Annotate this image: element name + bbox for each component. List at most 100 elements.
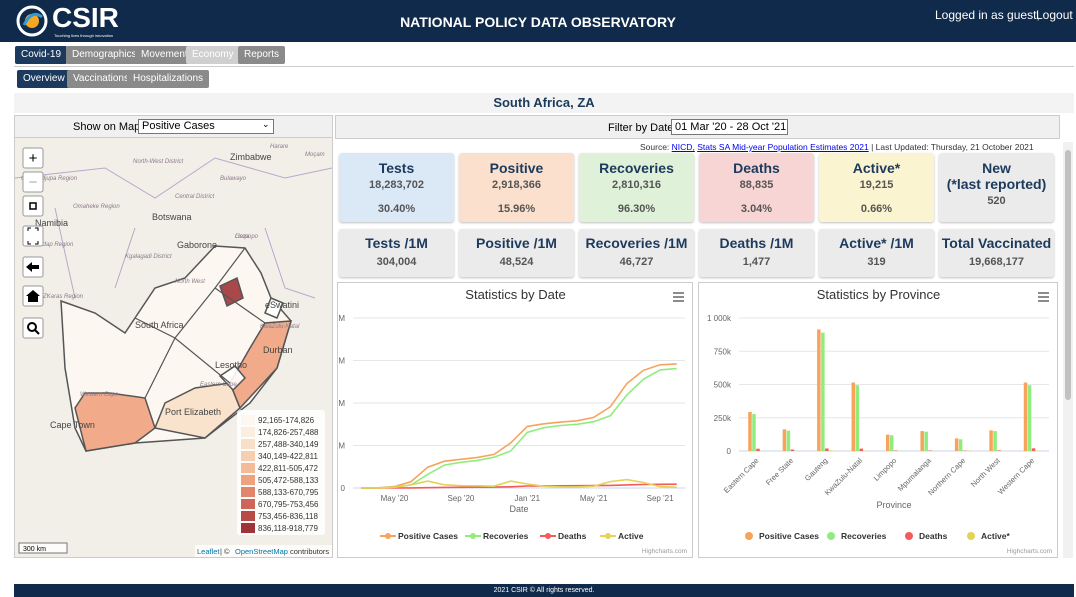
- scale-bar: [18, 542, 68, 554]
- bar: [817, 329, 821, 451]
- card-title: Active*: [852, 160, 901, 176]
- attribution-tail: contributors: [290, 547, 329, 556]
- nicd-link[interactable]: NICD,: [671, 142, 695, 152]
- scroll-thumb[interactable]: [1065, 150, 1071, 400]
- tab[interactable]: Demographics: [66, 46, 143, 64]
- stat-card: Tests 18,283,702 30.40%: [339, 153, 454, 222]
- map-label: Moçam: [305, 152, 325, 158]
- map-label: Hardap Region: [33, 242, 74, 248]
- icon: [27, 227, 39, 245]
- bar: [756, 448, 760, 451]
- legend-label[interactable]: Positive Cases: [759, 531, 819, 541]
- legend-swatch: [241, 475, 255, 485]
- x-tick-label: Jan '21: [515, 494, 541, 503]
- y-tick-label: 500k: [714, 381, 732, 390]
- map-label: Harare: [270, 144, 289, 150]
- stat-card: Recoveries /1M 46,727: [579, 229, 694, 277]
- x-axis-title: Date: [509, 504, 528, 514]
- subtab[interactable]: Vaccinations: [67, 70, 135, 88]
- attribution-leaflet[interactable]: Leaflet: [197, 547, 220, 556]
- logout-link[interactable]: Logout: [1036, 8, 1073, 22]
- legend-label[interactable]: Deaths: [558, 531, 587, 541]
- map-select[interactable]: Positive Cases: [138, 119, 274, 134]
- last-updated: | Last Updated: Thursday, 21 October 202…: [871, 142, 1034, 152]
- tab[interactable]: Covid-19: [15, 46, 68, 64]
- date-input[interactable]: 01 Mar '20 - 28 Oct '21: [671, 119, 788, 135]
- card-value: 2,918,366: [492, 179, 541, 191]
- map-control[interactable]: [22, 225, 44, 247]
- legend-label[interactable]: Active*: [981, 531, 1011, 541]
- icon: [26, 262, 39, 272]
- x-tick-label: Mpumalanga: [896, 455, 934, 493]
- map-control[interactable]: [22, 317, 44, 339]
- country-border: [15, 157, 332, 299]
- bar: [1031, 448, 1036, 451]
- x-tick-label: Sep '20: [447, 494, 474, 503]
- y-tick-label: 0: [341, 484, 346, 493]
- zoom-out[interactable]: −: [29, 174, 38, 191]
- scale-label: 300 km: [23, 546, 46, 553]
- card-value: 520: [987, 195, 1006, 207]
- bar: [782, 429, 787, 451]
- tab[interactable]: Economy: [186, 46, 240, 64]
- card-percent: 3.04%: [740, 203, 773, 215]
- stats-link[interactable]: Stats SA Mid-year Population Estimates 2…: [697, 142, 869, 152]
- site-title: NATIONAL POLICY DATA OBSERVATORY: [400, 14, 676, 30]
- card-value: 88,835: [739, 179, 774, 191]
- menu-icon[interactable]: [1038, 292, 1049, 302]
- attribution-osm[interactable]: OpenStreetMap: [235, 547, 288, 556]
- source-prefix: Source:: [640, 142, 670, 152]
- subtab[interactable]: Hospitalizations: [127, 70, 210, 88]
- filter-bar: Filter by Date: 01 Mar '20 - 28 Oct '21: [335, 115, 1060, 139]
- map-label: Cape Town: [50, 420, 95, 430]
- scrollbar[interactable]: [1063, 142, 1073, 558]
- menu-icon[interactable]: [673, 292, 684, 302]
- credit: Highcharts.com: [1007, 548, 1052, 555]
- legend-label: 836,118-918,779: [258, 524, 318, 533]
- x-tick-label: North West: [969, 455, 1002, 488]
- map-control[interactable]: [22, 171, 44, 193]
- map-label: Central District: [175, 194, 215, 200]
- x-tick-label: Sep '21: [647, 494, 674, 503]
- legend-label[interactable]: Active: [618, 531, 644, 541]
- card-percent: 96.30%: [617, 203, 656, 215]
- legend-marker: [470, 533, 476, 539]
- card-title: Tests /1M: [365, 235, 428, 251]
- y-tick-label: 1 000k: [707, 314, 732, 323]
- legend-label[interactable]: Recoveries: [483, 531, 529, 541]
- map-control[interactable]: [22, 195, 44, 217]
- filter-label: Filter by Date:: [608, 122, 677, 134]
- chart-title: Statistics by Province: [817, 287, 941, 302]
- credit: Highcharts.com: [642, 548, 687, 555]
- icon: [34, 329, 40, 335]
- x-tick-label: Western Cape: [996, 456, 1036, 496]
- legend-swatch: [241, 451, 255, 461]
- x-axis-title: Province: [876, 500, 911, 510]
- legend-swatch: [241, 439, 255, 449]
- card-percent: 0.66%: [860, 203, 893, 215]
- bar: [894, 450, 898, 451]
- map-label: Omaheke Region: [73, 204, 120, 210]
- zoom-in[interactable]: +: [29, 150, 38, 167]
- x-tick-label: Eastern Cape: [722, 456, 761, 495]
- legend-marker: [967, 532, 975, 540]
- tab[interactable]: Reports: [238, 46, 286, 64]
- legend-label: 670,795-753,456: [258, 500, 319, 509]
- legend-label[interactable]: Deaths: [919, 531, 948, 541]
- card-title: New: [982, 160, 1011, 176]
- series-line: [361, 363, 677, 489]
- chart-panel: Statistics by Province 0 250k 500k 750k 1 000…: [698, 282, 1058, 558]
- series-line: [361, 478, 677, 489]
- card-title: Recoveries: [599, 160, 674, 176]
- tab[interactable]: Movement: [135, 46, 194, 64]
- card-value: 319: [867, 256, 886, 268]
- subtab[interactable]: Overview: [17, 70, 71, 88]
- map-label: eSwatini: [265, 300, 299, 310]
- legend-marker: [605, 533, 611, 539]
- legend-label[interactable]: Positive Cases: [398, 531, 458, 541]
- legend-label[interactable]: Recoveries: [841, 531, 887, 541]
- map-control[interactable]: [22, 147, 44, 169]
- legend-label: 422,811-505,472: [258, 464, 318, 473]
- x-tick-label: Limpopo: [872, 456, 899, 483]
- legend-swatch: [241, 415, 255, 425]
